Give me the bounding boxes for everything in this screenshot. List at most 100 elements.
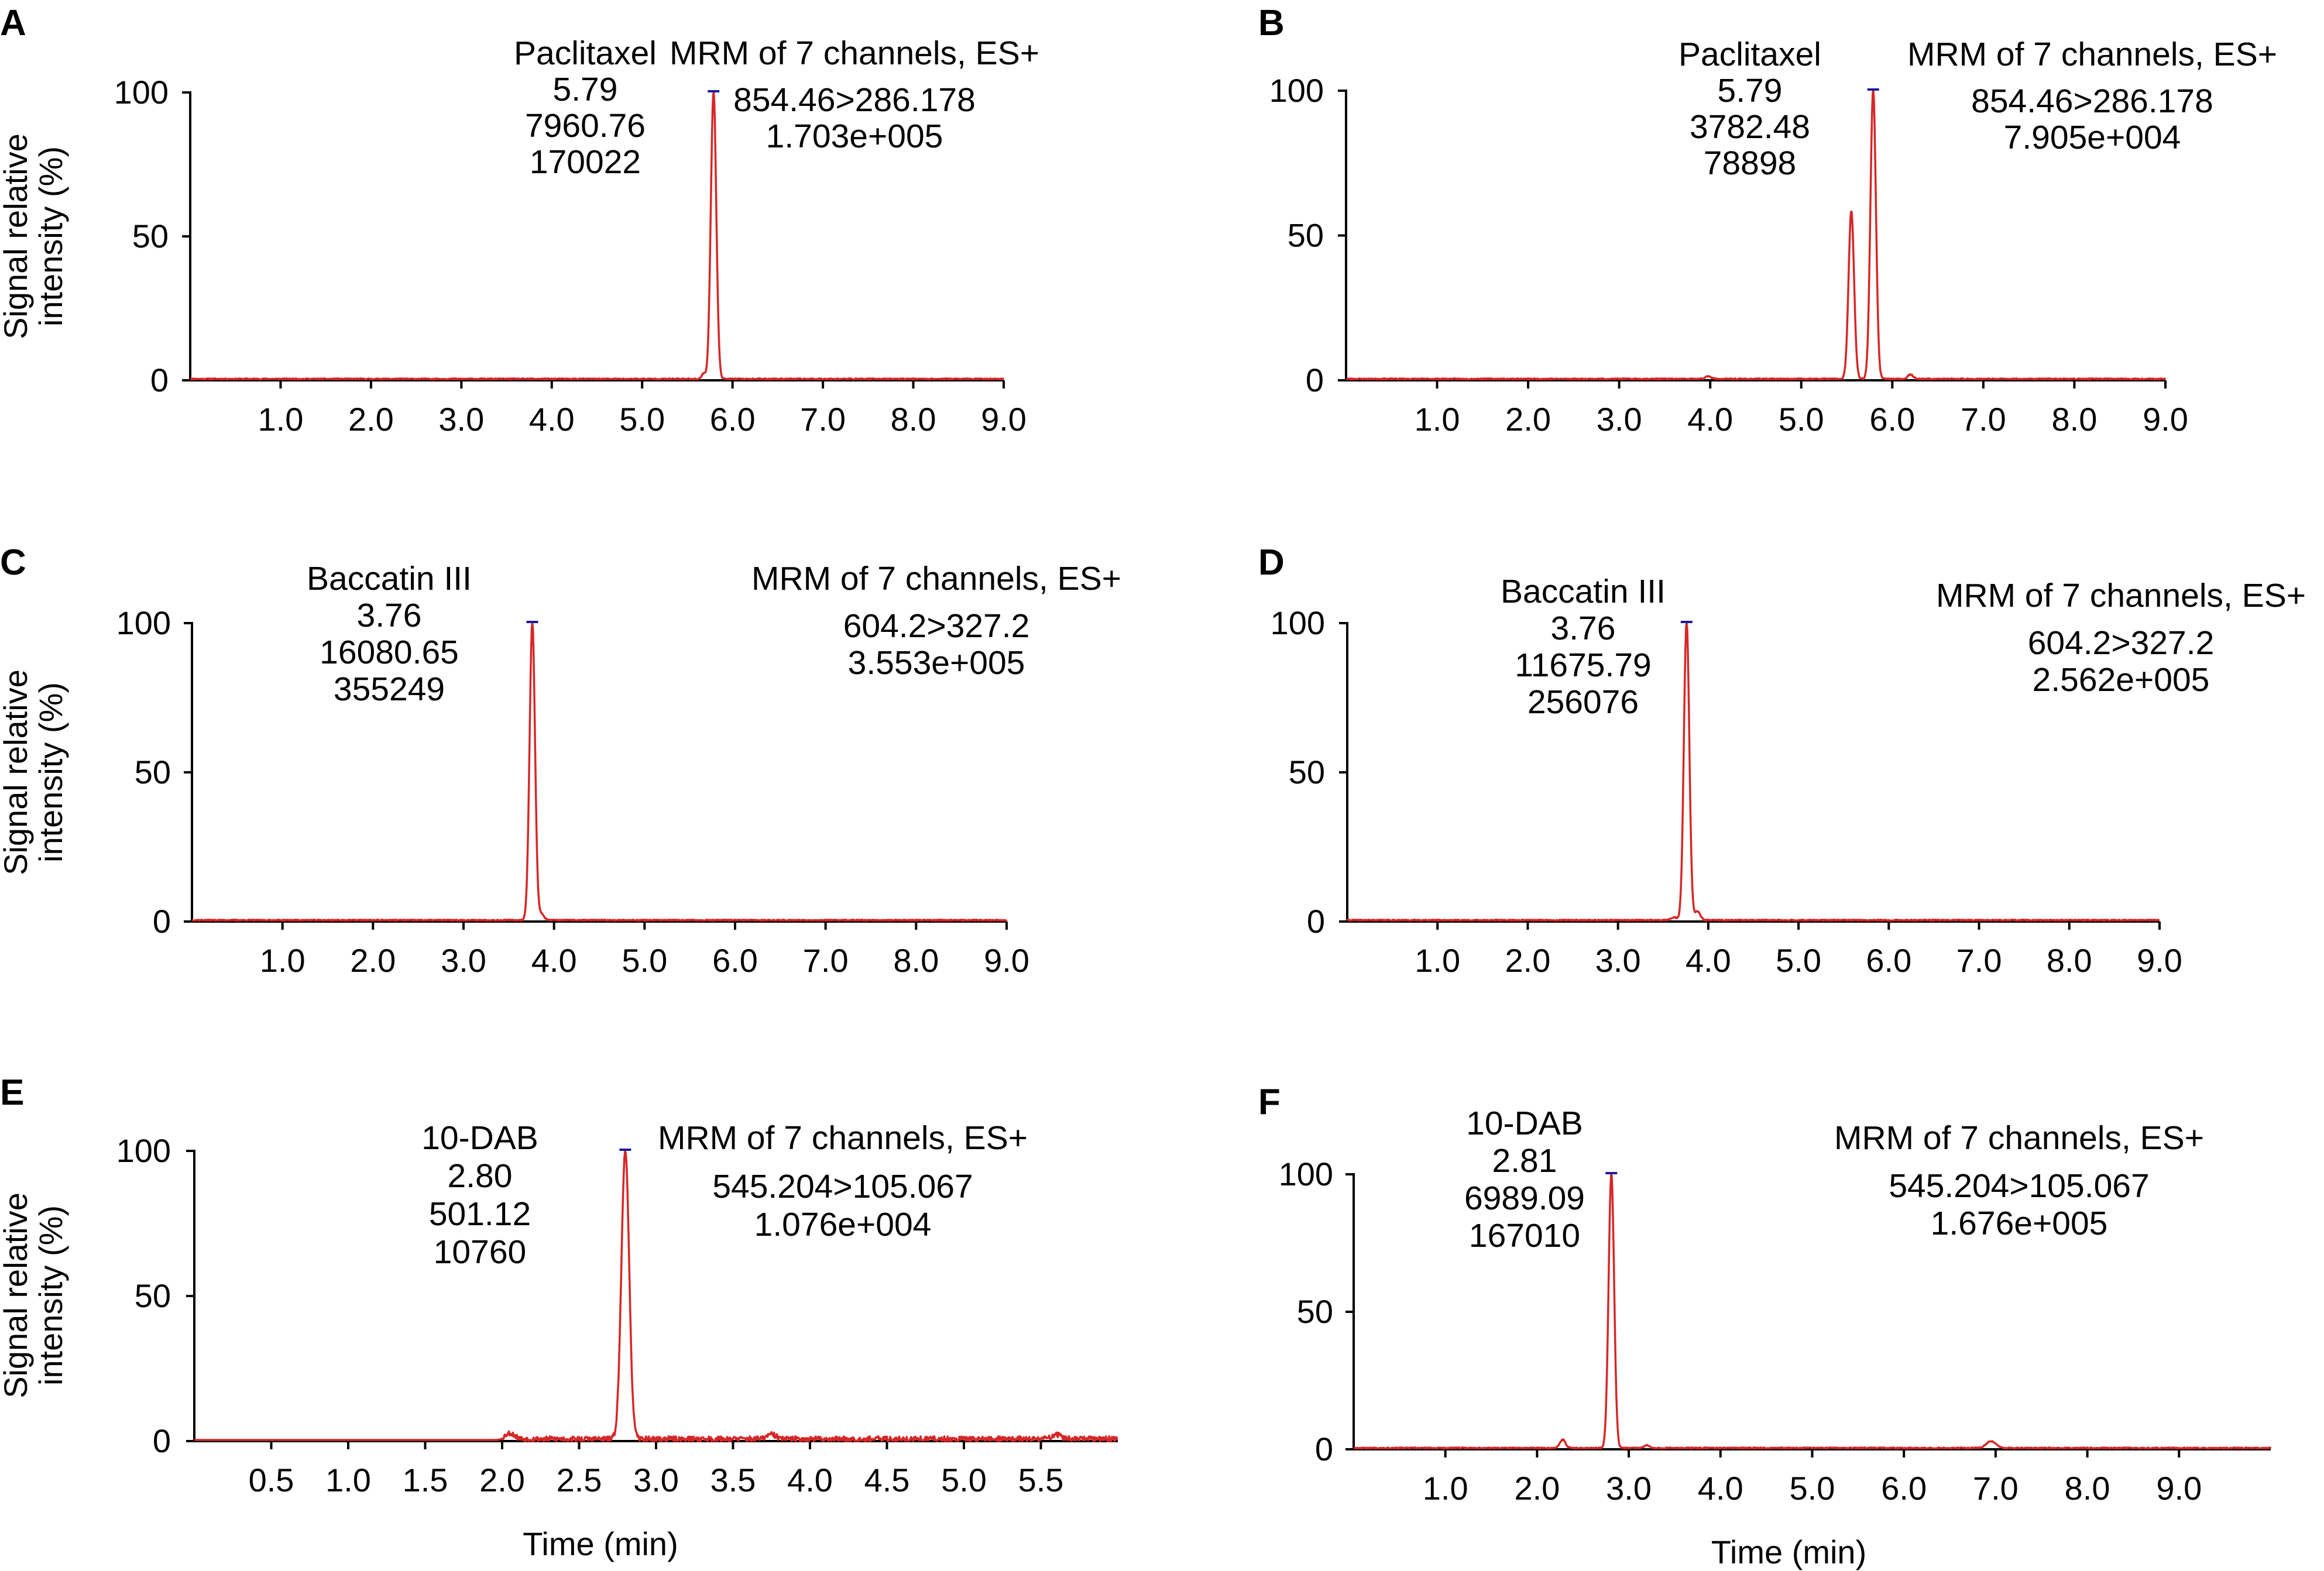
x-tick-label: 6.0: [1866, 942, 1911, 979]
x-tick-label: 3.5: [710, 1462, 756, 1498]
x-tick-label: 9.0: [2137, 942, 2182, 979]
x-tick-label: 6.0: [710, 401, 756, 438]
peak-value-label: 5.79: [553, 71, 618, 108]
x-tick-label: 3.0: [633, 1462, 679, 1498]
x-tick-label: 1.0: [260, 942, 305, 979]
y-tick-label: 0: [1306, 362, 1324, 398]
x-tick-label: 6.0: [1881, 1470, 1927, 1507]
channel-title: MRM of 7 channels, ES+: [1907, 36, 2277, 73]
x-tick-label: 2.0: [350, 942, 396, 979]
x-tick-label: 4.0: [787, 1462, 833, 1498]
x-tick-label: 5.0: [1779, 401, 1824, 438]
chromatogram-trace: [1345, 90, 2167, 381]
chart-panel-c: C 0 50 100 1.0 2.0 3.0 4.0 5.0 6.0 7.0 8.0 9.0 Signal…: [0, 542, 1121, 979]
x-tick-label: 7.0: [1973, 1470, 2019, 1507]
chart-panel-b: B 0 50 100 1.0 2.0 3.0 4.0 5.0 6.0 7.0 8.0 9.0 Paclit…: [1258, 3, 2277, 438]
x-tick-label: 3.0: [441, 942, 486, 979]
x-tick-label: 9.0: [981, 401, 1027, 438]
channel-value-label: 854.46>286.178: [733, 81, 976, 119]
x-tick-label: 4.0: [1698, 1470, 1743, 1507]
peak-value-label: 501.12: [429, 1195, 531, 1233]
y-tick-label: 50: [1288, 217, 1324, 254]
peak-value-label: 5.79: [1718, 72, 1783, 109]
chromatogram-trace: [194, 1150, 1118, 1442]
x-tick-label: 0.5: [249, 1462, 294, 1498]
x-tick-label: 5.0: [1790, 1470, 1835, 1507]
x-tick-label: 4.5: [864, 1462, 910, 1498]
x-tick-label: 2.0: [1514, 1470, 1560, 1507]
x-tick-label: 1.0: [1423, 1470, 1468, 1507]
y-tick-label: 100: [1271, 604, 1325, 641]
channel-value-label: 604.2>327.2: [2028, 624, 2215, 662]
x-tick-label: 1.0: [258, 401, 304, 438]
chromatogram-trace: [191, 622, 1008, 922]
x-axis-label: Time (min): [1711, 1534, 1866, 1570]
chart-panel-a: A 0 50 100 1.0 2.0 3.0 4.0 5.0 6.0 7.0 8.0 9.0 Signal…: [0, 3, 1039, 438]
x-tick-label: 7.0: [1956, 942, 2002, 979]
y-tick-label: 50: [132, 218, 169, 255]
peak-value-label: 78898: [1704, 145, 1797, 182]
peak-value-label: 6989.09: [1464, 1180, 1585, 1217]
x-tick-label: 5.0: [1776, 942, 1821, 979]
channel-title: MRM of 7 channels, ES+: [658, 1119, 1028, 1157]
y-axis-label: Signal relativeintensity (%): [0, 1192, 69, 1398]
channel-value-label: 604.2>327.2: [843, 607, 1030, 645]
x-tick-label: 5.0: [622, 942, 667, 979]
peak-value-label: 170022: [530, 143, 641, 181]
chart-panel-d: D 0 50 100 1.0 2.0 3.0 4.0 5.0 6.0 7.0 8.0 9.0 Baccat…: [1258, 542, 2306, 979]
x-tick-label: 5.5: [1018, 1462, 1064, 1498]
channel-value-label: 854.46>286.178: [1971, 82, 2213, 120]
x-tick-label: 2.0: [1505, 401, 1551, 438]
y-tick-label: 100: [116, 604, 171, 641]
peak-value-label: 256076: [1527, 683, 1639, 721]
x-tick-label: 2.5: [557, 1462, 602, 1498]
channel-title: MRM of 7 channels, ES+: [1936, 577, 2306, 614]
y-tick-label: 50: [1297, 1293, 1333, 1330]
x-tick-label: 1.0: [325, 1462, 371, 1498]
peak-value-label: 2.81: [1492, 1142, 1557, 1180]
peak-value-label: 7960.76: [525, 107, 646, 145]
x-tick-label: 4.0: [1687, 401, 1733, 438]
y-tick-label: 0: [150, 362, 169, 398]
y-axis-label: Signal relativeintensity (%): [0, 133, 69, 339]
y-tick-label: 50: [1289, 754, 1325, 790]
x-tick-label: 4.0: [1685, 942, 1731, 979]
x-tick-label: 3.0: [1597, 401, 1642, 438]
x-tick-label: 2.0: [1505, 942, 1551, 979]
peak-value-label: 3.76: [357, 597, 422, 634]
x-tick-label: 2.0: [479, 1462, 525, 1498]
y-tick-label: 0: [153, 903, 171, 940]
x-tick-label: 3.0: [1595, 942, 1641, 979]
channel-value-label: 1.076e+004: [754, 1206, 932, 1243]
peak-value-label: 10760: [434, 1233, 527, 1271]
peak-compound-label: Paclitaxel: [514, 35, 657, 72]
chart-panel-f: F 0 50 100 1.0 2.0 3.0 4.0 5.0 6.0 7.0 8.0 9.0 Time (…: [1258, 1082, 2272, 1570]
channel-title: MRM of 7 channels, ES+: [1834, 1119, 2204, 1157]
panel-letter: F: [1258, 1082, 1281, 1122]
channel-title: MRM of 7 channels, ES+: [751, 560, 1121, 597]
x-tick-label: 6.0: [712, 942, 758, 979]
chart-panel-e: E 0 50 100 0.5 1.0 1.5 2.0 2.5 3.0 3.5 4.0 4.5 5.0 5.5…: [0, 1072, 1118, 1562]
x-tick-label: 8.0: [2065, 1470, 2110, 1507]
x-tick-label: 1.0: [1415, 401, 1460, 438]
y-tick-label: 100: [114, 74, 169, 111]
x-tick-label: 9.0: [2156, 1470, 2202, 1507]
x-tick-label: 1.0: [1415, 942, 1460, 979]
peak-value-label: 11675.79: [1515, 647, 1652, 684]
y-tick-label: 0: [1315, 1431, 1333, 1467]
chromatogram-trace: [190, 91, 1005, 381]
x-tick-label: 8.0: [2047, 942, 2092, 979]
y-tick-label: 50: [135, 754, 171, 790]
peak-value-label: 2.80: [448, 1157, 513, 1195]
x-tick-label: 7.0: [1961, 401, 2006, 438]
peak-value-label: 167010: [1469, 1217, 1580, 1254]
channel-value-label: 3.553e+005: [848, 644, 1025, 682]
y-axis-label: Signal relativeintensity (%): [0, 669, 69, 875]
channel-value-label: 545.204>105.067: [712, 1168, 973, 1205]
peak-compound-label: Baccatin III: [307, 560, 472, 597]
panel-letter: D: [1258, 542, 1285, 583]
peak-compound-label: 10-DAB: [1466, 1105, 1583, 1142]
x-tick-label: 7.0: [800, 401, 846, 438]
peak-compound-label: Paclitaxel: [1678, 36, 1821, 73]
